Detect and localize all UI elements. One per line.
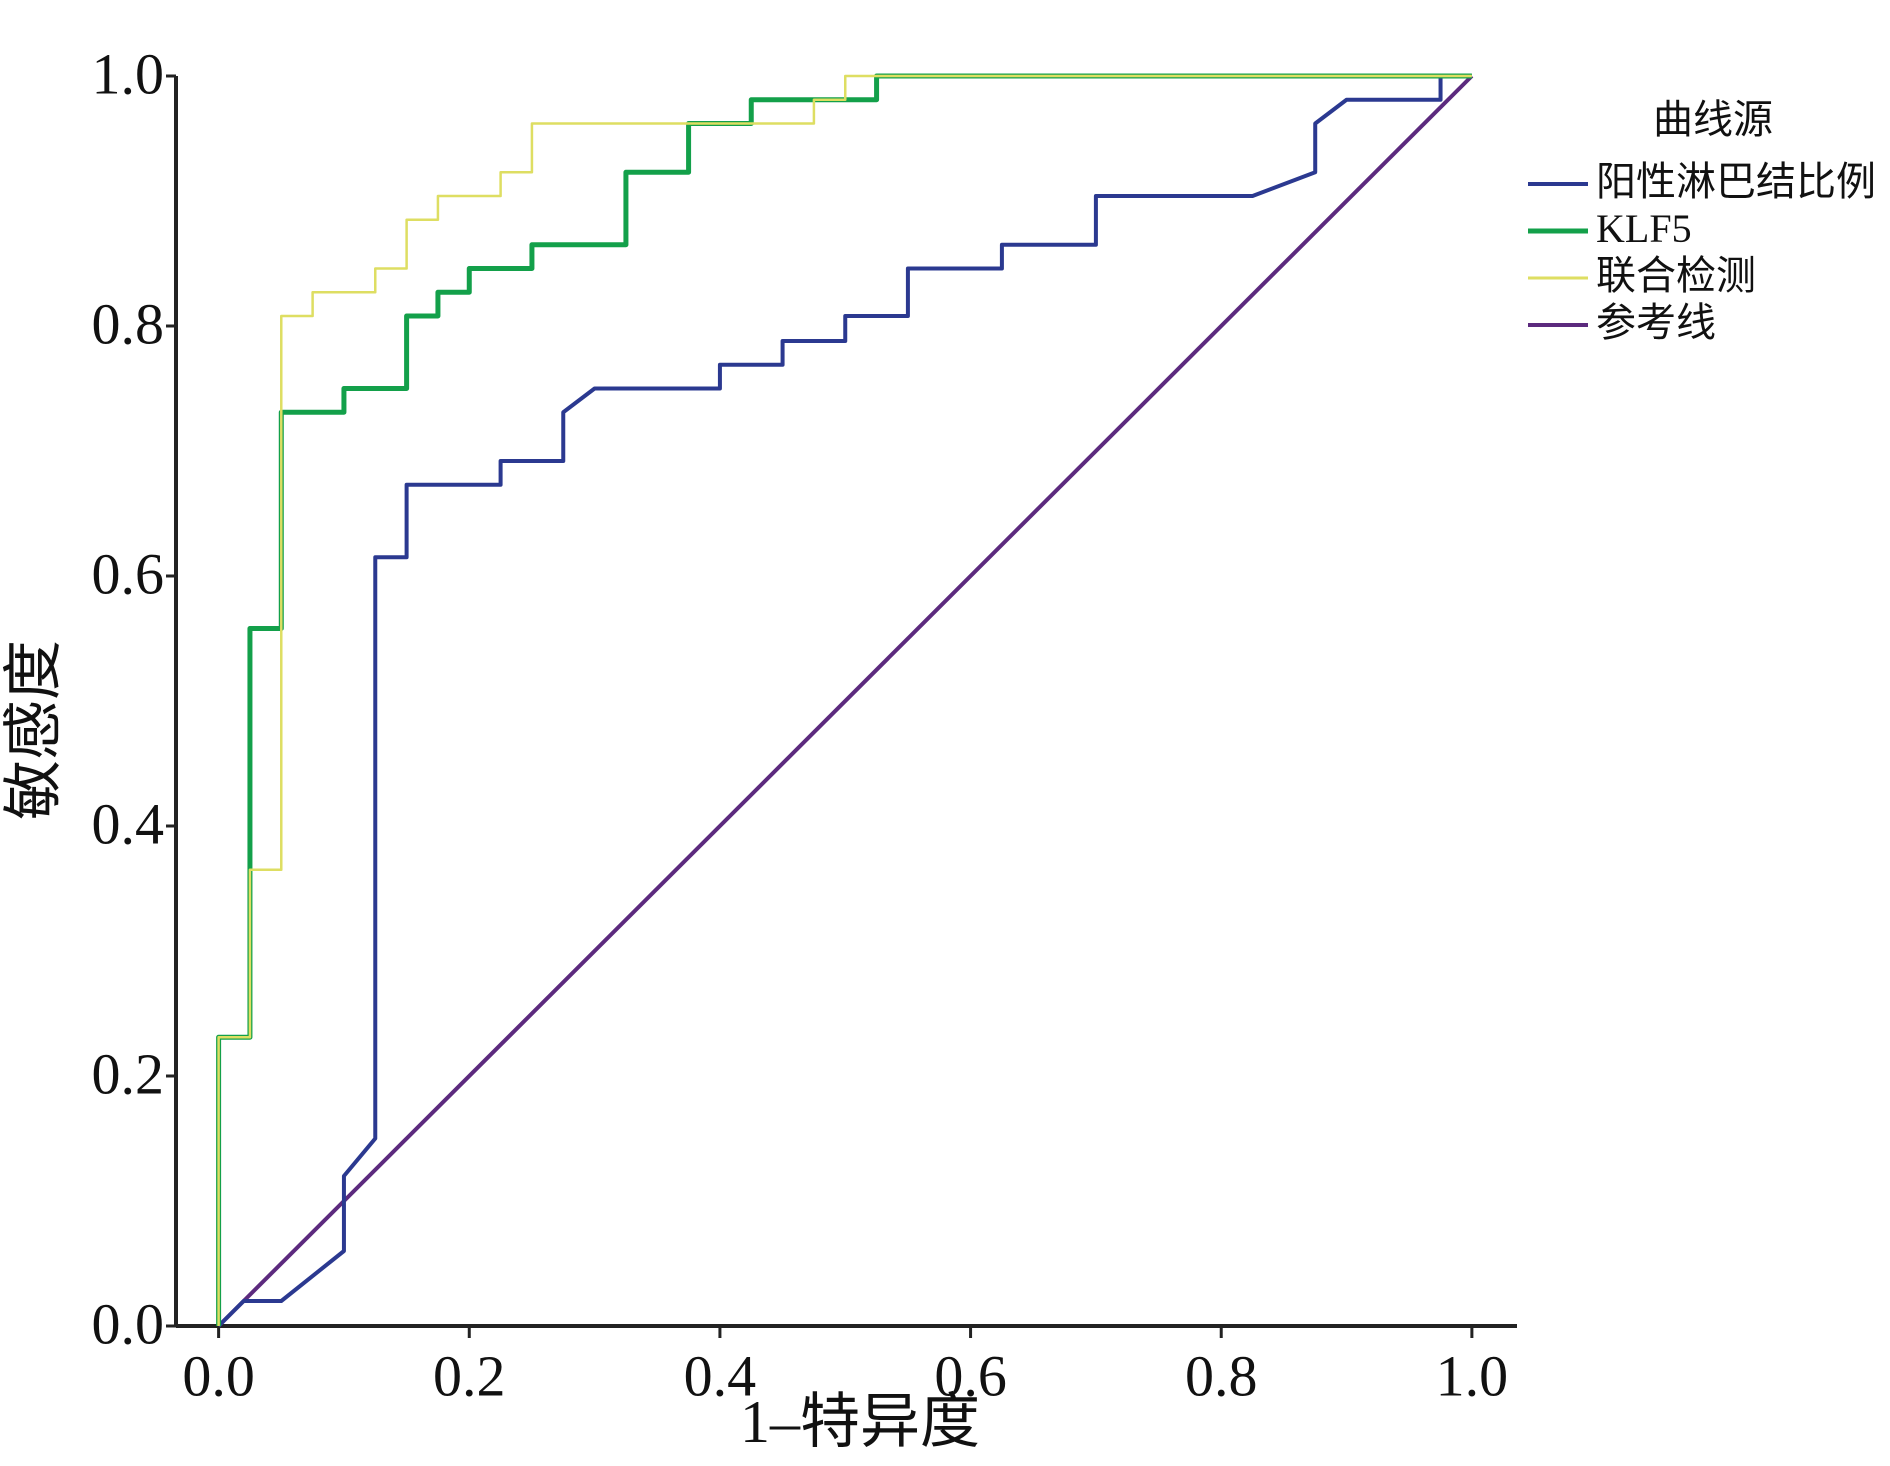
legend-title: 曲线源 xyxy=(1653,97,1773,142)
y-tick-label: 0.8 xyxy=(92,291,165,356)
y-tick-label: 0.2 xyxy=(92,1041,165,1106)
y-tick-label: 0.0 xyxy=(92,1291,165,1356)
roc-line xyxy=(217,74,1472,1326)
y-tick-label: 0.6 xyxy=(92,541,165,606)
legend-label: KLF5 xyxy=(1596,206,1692,251)
x-tick-label: 1.0 xyxy=(1436,1343,1509,1408)
y-axis-label: 敏感度 xyxy=(1,640,67,820)
x-tick-label: 0.0 xyxy=(182,1343,255,1408)
x-tick-label: 0.2 xyxy=(433,1343,506,1408)
legend-label: 阳性淋巴结比例 xyxy=(1596,159,1876,204)
x-tick-label: 0.6 xyxy=(934,1343,1007,1408)
roc-line xyxy=(217,74,1472,1328)
x-axis-label: 1–特异度 xyxy=(740,1389,980,1455)
y-tick-label: 0.4 xyxy=(92,791,165,856)
legend-label: 参考线 xyxy=(1596,300,1716,345)
y-tick-label: 1.0 xyxy=(92,41,165,106)
roc-line xyxy=(217,74,1474,1328)
x-tick-label: 0.8 xyxy=(1185,1343,1258,1408)
x-tick-label: 0.4 xyxy=(684,1343,757,1408)
legend-label: 联合检测 xyxy=(1596,253,1756,298)
